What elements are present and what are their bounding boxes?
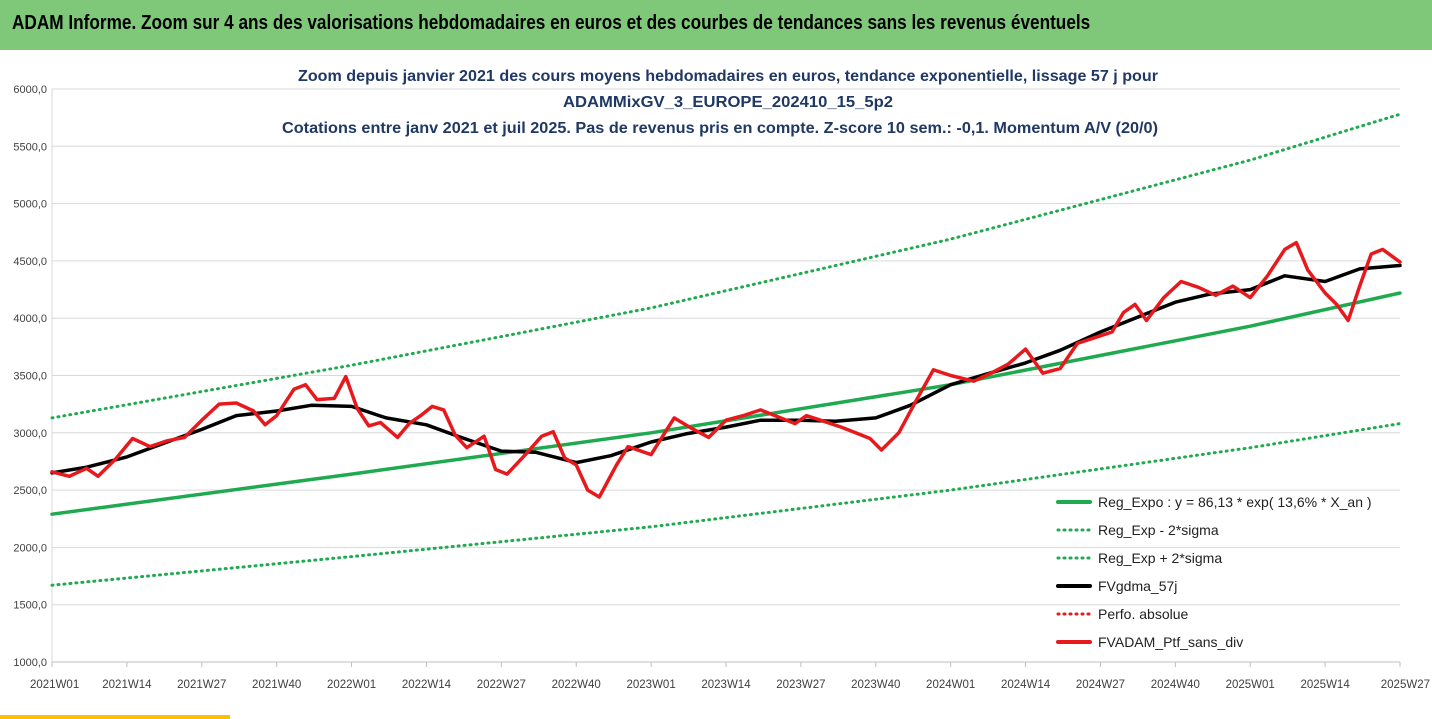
x-tick-label: 2021W01: [30, 679, 79, 691]
y-tick-label: 3500,0: [13, 371, 47, 383]
series-line-fvgdma-57j: [50, 263, 1402, 475]
chart-title: Zoom depuis janvier 2021 des cours moyen…: [282, 68, 1158, 137]
x-tick-label: 2024W14: [1001, 679, 1051, 691]
x-axis-ticks: 2021W01 2021W14 2021W27 2021W40 2022W01 2022W…: [30, 662, 1430, 691]
y-tick-label: 4000,0: [13, 313, 47, 325]
y-tick-label: 1000,0: [13, 657, 47, 669]
legend-label: Reg_Exp + 2*sigma: [1098, 550, 1222, 566]
x-tick-label: 2021W27: [177, 679, 226, 691]
series-layer: [50, 112, 1402, 587]
legend-label: FVgdma_57j: [1098, 578, 1177, 594]
x-tick-label: 2022W27: [477, 679, 526, 691]
y-tick-label: 2500,0: [13, 485, 47, 497]
y-tick-label: 2000,0: [13, 542, 47, 554]
legend-label: Reg_Expo : y = 86,13 * exp( 13,6% * X_an…: [1098, 494, 1372, 510]
y-tick-label: 6000,0: [13, 84, 47, 96]
legend-label: Reg_Exp - 2*sigma: [1098, 522, 1219, 538]
legend-label: Perfo. absolue: [1098, 606, 1188, 622]
x-tick-label: 2021W40: [252, 679, 301, 691]
chart-title-line-1: Zoom depuis janvier 2021 des cours moyen…: [298, 68, 1158, 85]
chart-title-line-3: Cotations entre janv 2021 et juil 2025. …: [282, 120, 1158, 137]
legend-label: FVADAM_Ptf_sans_div: [1098, 634, 1243, 650]
y-axis-ticks: 1000,0 1500,0 2000,0 2500,0 3000,0 3500,0 4000…: [13, 84, 47, 669]
accent-bar-bottom: [0, 715, 230, 719]
x-tick-label: 2023W01: [626, 679, 675, 691]
series-line-fvadam-ptf-sans-div: [50, 240, 1402, 499]
x-tick-label: 2023W40: [851, 679, 900, 691]
chart-area: [0, 50, 1432, 715]
x-tick-label: 2022W14: [402, 679, 452, 691]
x-tick-label: 2025W01: [1226, 679, 1275, 691]
y-tick-label: 3000,0: [13, 428, 47, 440]
x-tick-label: 2025W14: [1300, 679, 1350, 691]
x-tick-label: 2022W01: [327, 679, 376, 691]
y-tick-label: 5500,0: [13, 141, 47, 153]
y-tick-label: 1500,0: [13, 600, 47, 612]
y-tick-label: 5000,0: [13, 199, 47, 211]
x-tick-label: 2024W27: [1076, 679, 1125, 691]
series-line-reg-exp-2-sigma: [50, 112, 1402, 420]
series-line-reg-expo-y-86-13-exp-13-6-x-an: [50, 291, 1402, 516]
chart: 1000,0 1500,0 2000,0 2500,0 3000,0 3500,0 4000…: [0, 50, 1432, 715]
report-banner: ADAM Informe. Zoom sur 4 ans des valoris…: [0, 0, 1432, 51]
series-line-reg-exp-2-sigma: [50, 422, 1402, 587]
x-tick-label: 2021W14: [102, 679, 152, 691]
x-tick-label: 2023W14: [701, 679, 751, 691]
banner-title: ADAM Informe. Zoom sur 4 ans des valoris…: [12, 12, 1091, 34]
x-tick-label: 2023W27: [776, 679, 825, 691]
x-tick-label: 2025W27: [1381, 679, 1430, 691]
x-tick-label: 2024W01: [926, 679, 975, 691]
x-tick-label: 2024W40: [1151, 679, 1200, 691]
gridlines: [51, 88, 1400, 663]
chart-title-line-2: ADAMMixGV_3_EUROPE_202410_15_5p2: [563, 94, 893, 111]
x-tick-label: 2022W40: [552, 679, 601, 691]
legend: Reg_Expo : y = 86,13 * exp( 13,6% * X_an…: [1056, 494, 1372, 650]
y-tick-label: 4500,0: [13, 256, 47, 268]
